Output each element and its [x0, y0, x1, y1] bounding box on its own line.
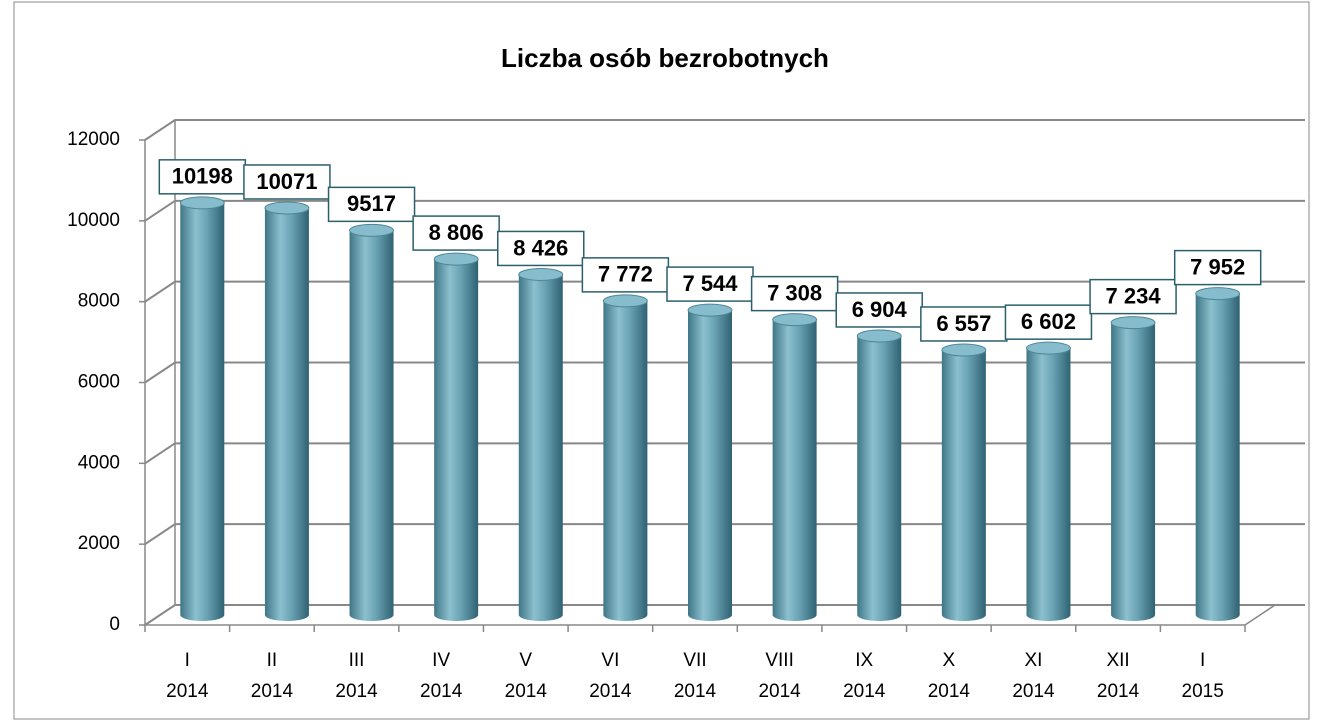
value-label: 8 806 — [429, 220, 484, 245]
y-tick-label: 6000 — [78, 372, 120, 393]
bar-top — [856, 329, 902, 343]
bar — [1195, 293, 1240, 621]
value-label: 8 426 — [513, 235, 568, 260]
x-tick-label: X — [943, 650, 956, 671]
x-tick-label: 2014 — [335, 681, 378, 702]
value-label-box — [1089, 278, 1177, 315]
x-tick-label: V — [519, 650, 532, 671]
bar-top — [941, 343, 987, 357]
bar — [772, 319, 817, 621]
bar — [180, 202, 225, 622]
bar — [518, 274, 563, 621]
bar — [688, 310, 732, 621]
bar — [264, 207, 309, 621]
bar — [857, 335, 902, 621]
x-tick-label: XII — [1106, 650, 1129, 671]
bar-top — [518, 267, 564, 281]
bar — [941, 349, 986, 621]
x-tick-label: 2014 — [928, 681, 971, 702]
value-label: 7 308 — [767, 280, 822, 305]
x-tick-label: 2014 — [420, 681, 463, 702]
x-tick-label: I — [185, 650, 190, 671]
x-tick-label: VIII — [765, 650, 794, 671]
x-tick-label: II — [267, 650, 278, 671]
bar — [1111, 322, 1156, 621]
y-tick-label: 2000 — [78, 533, 120, 554]
x-tick-label: 2014 — [505, 681, 548, 702]
value-label: 9517 — [347, 191, 396, 216]
bar-top — [433, 252, 479, 266]
value-label: 6 602 — [1021, 309, 1076, 334]
chart-border — [13, 1, 1310, 720]
x-tick-label: 2014 — [251, 681, 294, 702]
value-label-box — [158, 159, 247, 195]
x-tick-label: 2014 — [1012, 681, 1055, 702]
bar-top — [1025, 341, 1071, 355]
x-tick-label: 2014 — [758, 681, 801, 702]
value-label: 10071 — [256, 169, 317, 194]
x-tick-label: VI — [601, 650, 619, 671]
grid-line — [144, 199, 1305, 222]
bar — [349, 230, 394, 621]
value-label: 10198 — [172, 164, 233, 189]
value-label: 7 772 — [598, 262, 653, 287]
x-tick-label: IV — [432, 650, 450, 671]
y-tick-label: 10000 — [67, 210, 120, 231]
grid-line — [144, 119, 1305, 141]
bar-top — [602, 294, 648, 308]
bar — [434, 259, 479, 621]
value-label-box — [497, 230, 585, 267]
grid-line — [144, 604, 1305, 626]
x-tick-label: 2014 — [674, 681, 717, 702]
value-label-box — [327, 186, 416, 223]
grid-line — [144, 523, 1305, 545]
value-label-box — [1173, 249, 1262, 286]
x-tick-label: III — [349, 650, 365, 671]
x-tick-label: 2014 — [166, 681, 209, 702]
bar-top — [179, 196, 225, 210]
value-label-box — [1004, 304, 1093, 340]
x-tick-label: 2014 — [1097, 681, 1140, 702]
bar-top — [264, 201, 310, 215]
value-label-box — [920, 306, 1008, 342]
value-label: 7 234 — [1106, 283, 1162, 308]
value-label-box — [243, 164, 331, 200]
grid-line — [144, 442, 1305, 465]
bar-top — [687, 303, 733, 317]
bar-top — [772, 313, 818, 327]
value-label: 6 904 — [852, 297, 908, 322]
value-label: 6 557 — [936, 311, 991, 336]
x-tick-label: VII — [683, 650, 706, 671]
y-tick-label: 12000 — [67, 129, 120, 150]
grid-line — [144, 280, 1305, 303]
bar — [1026, 348, 1071, 621]
value-label-box — [835, 292, 923, 328]
bar-top — [349, 223, 395, 237]
grid-line — [144, 361, 1305, 384]
y-tick-label: 4000 — [78, 452, 120, 473]
x-tick-label: I — [1200, 650, 1205, 671]
value-label: 7 544 — [682, 271, 738, 296]
x-tick-label: 2014 — [843, 681, 886, 702]
x-tick-label: IX — [855, 650, 873, 671]
bar-top — [1110, 316, 1156, 330]
bar-top — [1195, 287, 1241, 301]
axis-line — [1244, 604, 1276, 626]
bar — [603, 300, 648, 621]
value-label: 7 952 — [1190, 254, 1245, 279]
x-tick-label: 2014 — [589, 681, 632, 702]
y-tick-label: 8000 — [78, 291, 120, 312]
chart-title: Liczba osób bezrobotnych — [501, 43, 829, 73]
y-tick-label: 0 — [109, 614, 120, 635]
x-tick-label: 2015 — [1182, 681, 1224, 702]
value-label-box — [666, 266, 754, 302]
x-tick-label: XI — [1024, 650, 1042, 671]
